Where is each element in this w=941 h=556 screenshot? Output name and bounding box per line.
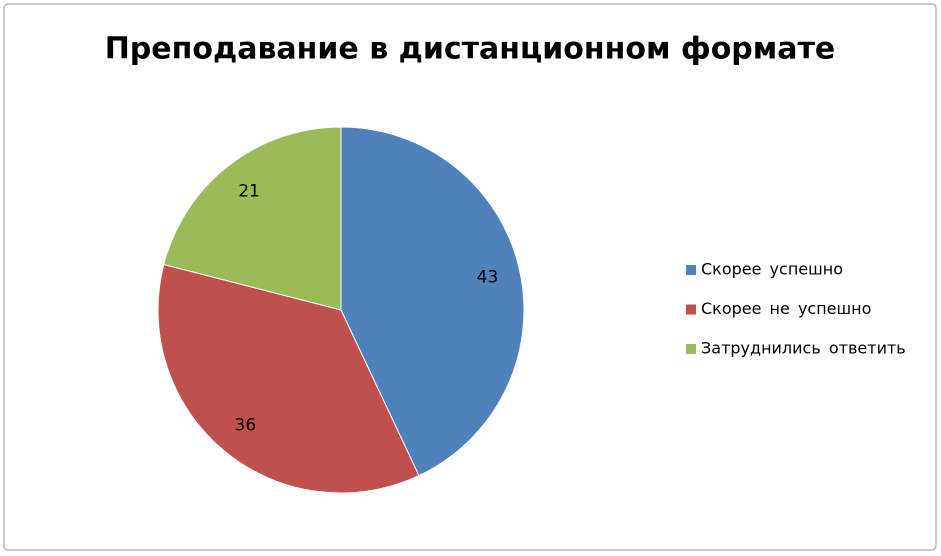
legend-swatch bbox=[686, 344, 696, 354]
legend-label: Скорее не успешно bbox=[701, 299, 871, 318]
legend-label: Скорее успешно bbox=[701, 260, 843, 279]
pie-slice bbox=[163, 126, 342, 311]
chart-title: Преподавание в дистанционном формате bbox=[105, 32, 836, 67]
data-label: 21 bbox=[238, 181, 260, 201]
pie-slice bbox=[340, 126, 525, 477]
data-label: 43 bbox=[477, 267, 499, 287]
legend-swatch bbox=[686, 265, 696, 275]
legend-label: Затруднились ответить bbox=[701, 339, 906, 358]
pie-slice bbox=[157, 263, 420, 494]
data-label: 36 bbox=[235, 416, 257, 436]
legend-swatch bbox=[686, 304, 696, 315]
